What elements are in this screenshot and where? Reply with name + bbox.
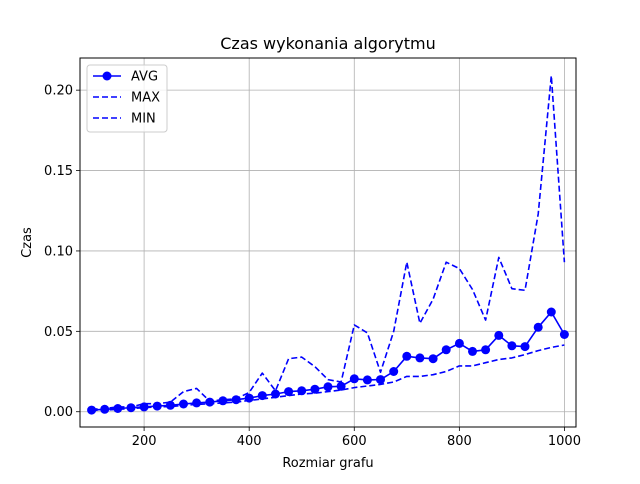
plot-frame [79, 57, 577, 428]
data-point-avg [494, 330, 504, 340]
x-tick-label: 800 [447, 434, 472, 449]
data-point-avg [284, 387, 294, 397]
data-point-avg [336, 381, 346, 391]
data-point-avg [297, 386, 307, 396]
data-point-avg [520, 342, 530, 352]
y-tick-label: 0.00 [44, 405, 73, 420]
legend-label-avg: AVG [131, 70, 158, 85]
data-point-avg [507, 341, 517, 351]
legend-label-min: MIN [131, 112, 156, 127]
data-point-avg [349, 374, 359, 384]
data-point-avg [415, 353, 425, 363]
data-point-avg [402, 351, 412, 361]
data-point-avg [481, 345, 491, 355]
series-line-max [91, 74, 566, 411]
y-axis-label: Czas [20, 227, 35, 258]
data-point-avg [179, 399, 188, 409]
data-point-avg [468, 346, 477, 356]
data-point-avg [310, 384, 320, 394]
data-point-avg [546, 307, 556, 317]
data-point-avg [271, 389, 280, 399]
legend-marker-avg [102, 71, 112, 81]
y-axis: 0.00 0.05 0.10 0.15 0.20 [44, 84, 80, 420]
legend: AVG MAX MIN [86, 64, 168, 133]
y-tick-label: 0.15 [44, 164, 73, 179]
legend-label-max: MAX [131, 91, 160, 106]
data-point-avg [362, 375, 372, 385]
data-point-avg [454, 338, 464, 348]
y-tick-label: 0.05 [44, 325, 73, 340]
y-tick-label: 0.10 [44, 244, 73, 259]
y-tick-label: 0.20 [44, 84, 73, 99]
x-tick-label: 200 [132, 434, 157, 449]
data-point-avg [205, 397, 215, 407]
data-point-avg [389, 367, 399, 376]
data-point-avg [441, 345, 451, 355]
data-point-avg [323, 382, 333, 392]
data-point-avg [428, 354, 438, 364]
plot-area [87, 74, 569, 415]
data-point-avg [559, 330, 569, 339]
data-point-avg [192, 398, 202, 408]
x-tick-label: 1000 [548, 434, 581, 449]
x-tick-label: 400 [237, 434, 262, 449]
series-line-min [91, 344, 565, 412]
data-point-avg [376, 375, 385, 385]
chart-title: Czas wykonania algorytmu [220, 34, 436, 53]
x-axis-label: Rozmiar grafu [282, 456, 373, 471]
x-axis: 200 400 600 800 1000 [132, 427, 581, 449]
data-point-avg [533, 322, 543, 332]
legend-box [86, 64, 168, 133]
x-tick-label: 600 [342, 434, 367, 449]
gridlines [80, 58, 576, 427]
